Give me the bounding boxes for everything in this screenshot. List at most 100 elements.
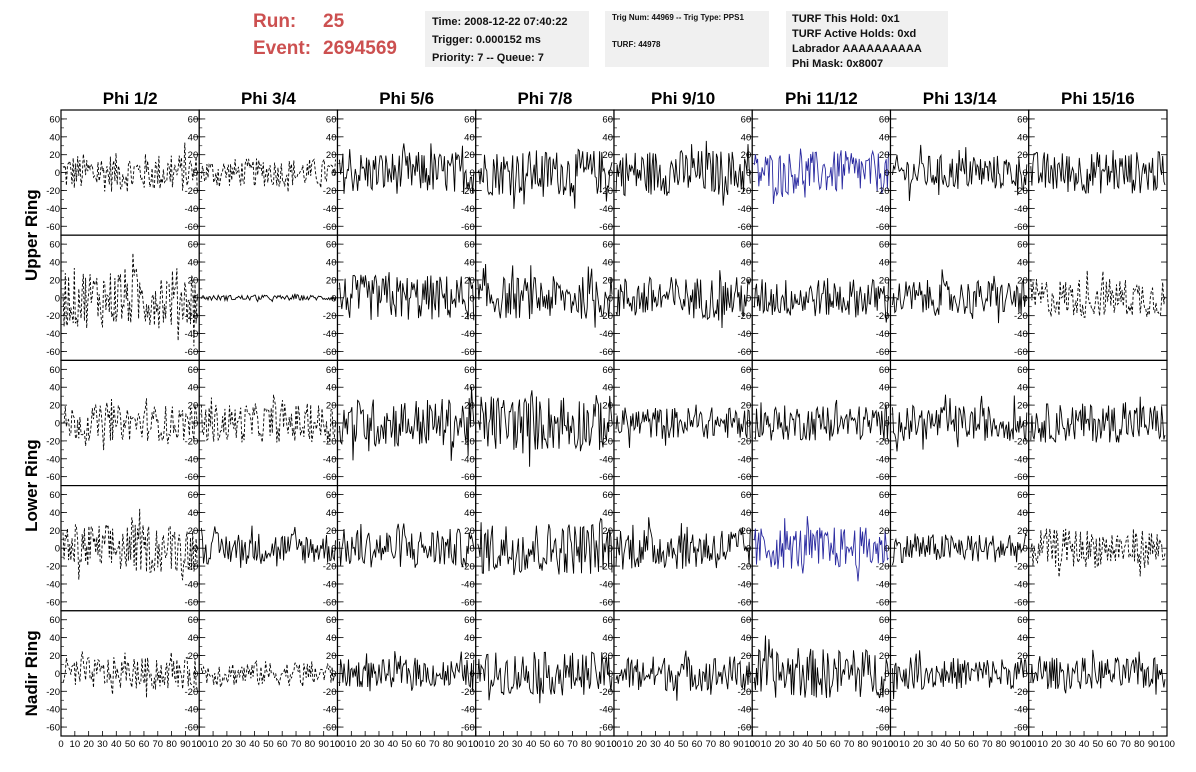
x-tick-label: 80 (719, 739, 730, 750)
y-tick-label: -20 (876, 687, 890, 698)
x-tick-label: 10 (899, 739, 910, 750)
y-tick-label: -40 (1014, 204, 1028, 215)
y-tick-label: -40 (185, 329, 199, 340)
y-tick-label: 0 (193, 293, 198, 304)
labrador-text: Labrador AAAAAAAAAA (792, 43, 922, 55)
y-tick-label: 40 (879, 132, 890, 143)
y-tick-label: 20 (741, 651, 752, 662)
y-tick-label: 0 (608, 293, 613, 304)
y-tick-label: 20 (602, 150, 613, 161)
y-tick-label: -60 (738, 472, 752, 483)
y-tick-label: -20 (1014, 186, 1028, 197)
y-tick-label: -60 (185, 597, 199, 608)
x-tick-label: 60 (139, 739, 150, 750)
x-tick-label: 70 (844, 739, 855, 750)
y-tick-label: 0 (1022, 419, 1027, 430)
y-tick-label: -60 (876, 347, 890, 358)
trigger-info-box: Trig Num: 44969 -- Trig Type: PPS1 TURF:… (605, 11, 769, 67)
y-tick-label: 40 (602, 383, 613, 394)
y-tick-label: 20 (464, 526, 475, 537)
x-tick-label: 40 (664, 739, 675, 750)
x-tick-label: 10 (623, 739, 634, 750)
x-tick-label: 30 (512, 739, 523, 750)
x-tick-label: 90 (457, 739, 468, 750)
y-tick-label: 20 (1017, 526, 1028, 537)
column-title: Phi 3/4 (241, 89, 296, 108)
y-tick-label: -60 (46, 472, 60, 483)
y-tick-label: 60 (741, 114, 752, 125)
y-tick-label: -60 (461, 222, 475, 233)
x-tick-label: 0 (473, 739, 478, 750)
x-tick-label: 100 (1159, 739, 1175, 750)
y-tick-label: 0 (331, 669, 336, 680)
y-tick-label: 60 (326, 114, 337, 125)
y-tick-label: 40 (464, 132, 475, 143)
y-tick-label: 40 (49, 258, 60, 269)
x-tick-label: 70 (152, 739, 163, 750)
y-tick-label: -20 (323, 562, 337, 573)
y-tick-label: -20 (599, 436, 613, 447)
y-tick-label: 20 (464, 401, 475, 412)
row-title: Upper Ring (22, 189, 41, 281)
y-tick-label: -20 (876, 436, 890, 447)
y-tick-label: 0 (1022, 669, 1027, 680)
y-tick-label: 0 (746, 293, 751, 304)
y-tick-label: 60 (1017, 615, 1028, 626)
x-tick-label: 100 (606, 739, 622, 750)
column-title: Phi 13/14 (923, 89, 997, 108)
y-tick-label: -20 (1014, 436, 1028, 447)
waveform-trace (1030, 270, 1166, 319)
y-tick-label: -60 (461, 472, 475, 483)
y-tick-label: -40 (323, 204, 337, 215)
panel-frame (613, 610, 753, 737)
y-tick-label: 40 (464, 383, 475, 394)
y-tick-label: 60 (49, 114, 60, 125)
x-tick-label: 30 (927, 739, 938, 750)
y-tick-label: -40 (461, 329, 475, 340)
waveform-trace (339, 387, 475, 461)
x-tick-label: 20 (222, 739, 233, 750)
waveform-trace (892, 269, 1028, 324)
y-tick-label: 0 (469, 669, 474, 680)
y-tick-label: -20 (461, 436, 475, 447)
x-tick-label: 0 (197, 739, 202, 750)
y-tick-label: -60 (876, 222, 890, 233)
y-tick-label: 0 (746, 669, 751, 680)
panel-frame (198, 359, 339, 487)
y-tick-label: 40 (1017, 132, 1028, 143)
turf-hold-text: TURF This Hold: 0x1 (792, 13, 900, 25)
panel-frame (889, 359, 1030, 487)
x-tick-label: 10 (484, 739, 495, 750)
y-tick-label: 0 (746, 168, 751, 179)
y-tick-label: 0 (469, 419, 474, 430)
y-tick-label: -40 (185, 204, 199, 215)
y-tick-label: 40 (49, 132, 60, 143)
waveform-trace (62, 651, 198, 698)
event-value: 2694569 (323, 38, 397, 59)
y-tick-label: -20 (876, 562, 890, 573)
y-tick-label: -20 (461, 186, 475, 197)
y-tick-label: 0 (884, 419, 889, 430)
waveform-trace (1030, 150, 1166, 194)
y-tick-label: 60 (741, 240, 752, 251)
y-tick-label: -40 (461, 454, 475, 465)
x-tick-label: 100 (468, 739, 484, 750)
y-tick-label: 40 (1017, 258, 1028, 269)
y-tick-label: 60 (1017, 490, 1028, 501)
turf-info-box: TURF This Hold: 0x1 TURF Active Holds: 0… (786, 11, 948, 70)
x-tick-label: 30 (97, 739, 108, 750)
y-tick-label: 60 (326, 490, 337, 501)
x-tick-label: 100 (330, 739, 346, 750)
x-tick-label: 90 (318, 739, 329, 750)
y-tick-label: -40 (185, 454, 199, 465)
y-tick-label: 20 (741, 275, 752, 286)
y-tick-label: 40 (741, 508, 752, 519)
y-tick-label: -40 (876, 454, 890, 465)
y-tick-label: 40 (741, 633, 752, 644)
y-tick-label: 40 (879, 508, 890, 519)
y-tick-label: 0 (608, 669, 613, 680)
x-tick-label: 80 (305, 739, 316, 750)
waveform-trace (339, 143, 475, 195)
y-tick-label: -20 (738, 186, 752, 197)
panel-frame (475, 109, 615, 236)
